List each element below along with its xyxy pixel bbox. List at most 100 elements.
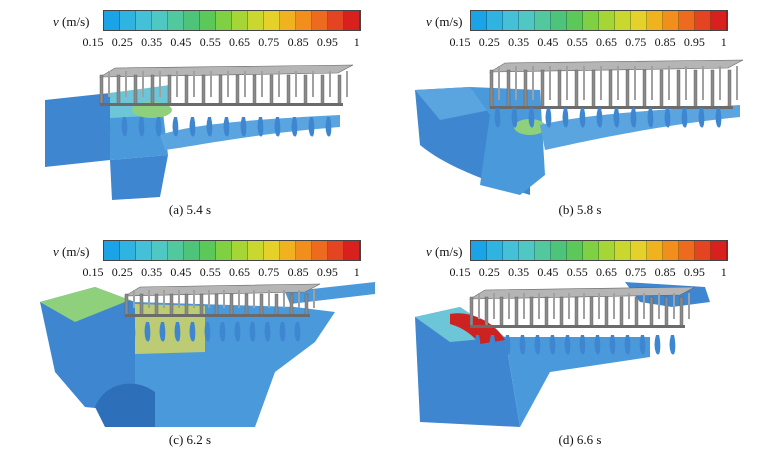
colorbar-swatch	[471, 241, 487, 260]
structure-column	[214, 293, 219, 317]
panel-caption: (d) 6.6 s	[558, 432, 602, 447]
fluid-jet	[549, 335, 556, 355]
fluid-jet	[474, 335, 481, 355]
fluid-jet	[206, 117, 213, 137]
structure-column	[163, 290, 165, 308]
colorbar-swatch	[168, 11, 184, 30]
structure-column	[608, 69, 613, 109]
structure-column	[178, 290, 180, 308]
colorbar-label: v (m/s)	[426, 244, 462, 260]
colorbar-swatch	[567, 241, 583, 260]
structure-column	[619, 296, 624, 328]
colorbar-tick-label: 0.25	[111, 35, 133, 49]
colorbar-ticks: 0.15 0.25 0.35 0.45 0.55 0.65 0.75 0.85 0.95 1	[450, 265, 760, 279]
structure-column	[313, 290, 315, 308]
fluid-jets	[129, 322, 301, 342]
colorbar	[103, 10, 361, 31]
colorbar-swatch	[312, 11, 328, 30]
colorbar-tick-label: 0.75	[258, 35, 280, 49]
structure-column	[499, 296, 504, 328]
structure-column	[685, 66, 687, 100]
fluid-jet	[138, 117, 145, 137]
colorbar-swatch	[280, 241, 296, 260]
structure-deck	[98, 64, 354, 78]
colorbar	[470, 10, 728, 31]
colorbar-swatch	[248, 11, 264, 30]
colorbar-swatch	[695, 241, 711, 260]
fluid-jet	[698, 108, 705, 128]
structure-column	[736, 66, 738, 100]
fluid-jet	[494, 108, 501, 128]
colorbar-swatch	[280, 11, 296, 30]
structure-column	[176, 71, 178, 97]
colorbar-tick-label: 0.75	[625, 35, 647, 49]
structure-column	[515, 66, 517, 100]
colorbar-swatch	[200, 11, 216, 30]
fluid-jet	[519, 335, 526, 355]
structure-column	[506, 69, 511, 109]
fluid-jet	[639, 335, 646, 355]
colorbar-tick-label: 0.95	[316, 35, 338, 49]
fluid-jet	[240, 117, 247, 137]
structure-column	[283, 290, 285, 308]
structure-column	[628, 293, 630, 319]
colorbar-swatch	[184, 11, 200, 30]
colorbar-tick-label: 0.95	[316, 265, 338, 279]
structure-beam	[490, 106, 733, 109]
structure-column	[658, 293, 660, 319]
fluid-domain	[40, 282, 375, 427]
fluid-jet	[489, 335, 496, 355]
colorbar-tick-label: 1	[720, 265, 727, 279]
colorbar-swatch	[679, 11, 695, 30]
colorbar-swatch	[487, 241, 503, 260]
fluid-jet	[291, 117, 298, 137]
colorbar-swatch	[631, 11, 647, 30]
colorbar-tick-label: 1	[353, 265, 360, 279]
colorbar-unit: (m/s)	[62, 244, 90, 259]
structure-column	[199, 293, 204, 317]
fluid-jet	[534, 335, 541, 355]
colorbar-variable: v	[426, 14, 432, 29]
structure-column	[538, 293, 540, 319]
colorbar-swatch	[248, 241, 264, 260]
colorbar-swatch	[136, 11, 152, 30]
colorbar-unit: (m/s)	[435, 244, 463, 259]
structure-column	[150, 74, 155, 106]
structure-column	[142, 71, 144, 97]
fluid-jet	[249, 322, 256, 342]
simulation-render	[415, 59, 744, 195]
colorbar-swatch	[232, 11, 248, 30]
structure-column	[210, 71, 212, 97]
fluid-jet	[647, 108, 654, 128]
structure-column	[604, 296, 609, 328]
structure-column	[613, 293, 615, 319]
colorbar	[470, 240, 728, 261]
colorbar-swatch	[535, 241, 551, 260]
structure-frame	[123, 283, 321, 317]
structure-column	[259, 293, 264, 317]
colorbar-swatch	[519, 241, 535, 260]
structure-column	[229, 293, 234, 317]
structure-column	[469, 296, 474, 328]
fluid-jet	[681, 108, 688, 128]
colorbar-tick-label: 0.85	[654, 35, 676, 49]
colorbar-swatch	[503, 11, 519, 30]
structure-column	[493, 293, 495, 319]
structure-column	[337, 74, 342, 106]
colorbar-tick-label: 0.25	[111, 265, 133, 279]
structure-column	[223, 290, 225, 308]
fluid-jet	[219, 322, 226, 342]
fluid-jet	[528, 108, 535, 128]
structure-column	[540, 69, 545, 109]
structure-column	[167, 74, 172, 106]
fluid-jet	[308, 117, 315, 137]
high-velocity-zone	[514, 119, 546, 135]
structure-column	[574, 69, 579, 109]
structure-column	[508, 293, 510, 319]
colorbar-swatch	[615, 241, 631, 260]
fluid-jet	[121, 117, 128, 137]
colorbar	[103, 240, 361, 261]
structure-column	[346, 71, 348, 97]
structure-column	[634, 66, 636, 100]
structure-beam	[125, 314, 310, 317]
